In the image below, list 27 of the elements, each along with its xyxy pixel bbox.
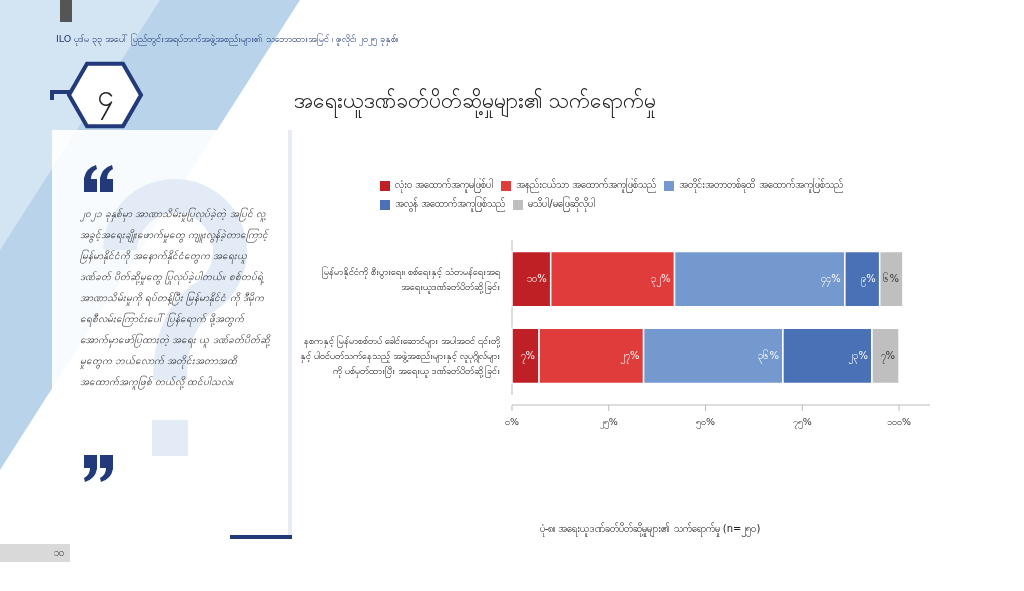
legend-label: မသိပါ/မဖြေဆိုလိုပါ bbox=[527, 197, 595, 212]
data-label: ၉% bbox=[861, 273, 876, 288]
data-label: ၇% bbox=[520, 349, 536, 364]
x-tick-label: ၀% bbox=[504, 416, 520, 427]
text: ၁၀ bbox=[54, 547, 64, 558]
legend-label: လုံး၀ အထောက်အကူမဖြစ်ပါ bbox=[394, 178, 494, 193]
chart-title: အရေးယူဒဏ်ခတ်ပိတ်ဆို့မှုများ၏ သက်ရောက်မှု bbox=[293, 88, 657, 118]
data-label: ၃၆% bbox=[758, 348, 779, 364]
legend-label: အနည်းငယ်သာ အထောက်အကူဖြစ်သည် bbox=[515, 178, 657, 193]
text: ပုံ-၈။ အရေးယူဒဏ်ခတ်ပိတ်ဆို့မှုများ၏ သက်ရောက်မှု (n=၂၅၀) bbox=[539, 522, 761, 537]
x-tick-label: ၅၀% bbox=[696, 416, 716, 429]
data-label: ၂၇% bbox=[620, 349, 640, 364]
legend-label: အတိုင်းအတာတစ်ခုထိ အထောက်အကူဖြစ်သည် bbox=[678, 178, 843, 193]
data-label: ၇% bbox=[880, 349, 896, 364]
text: ILO ပုဒ်မ ၃၃ အပေါ် ပြည်တွင်းအရပ်ဘက်အဖွဲ့အစည်းများ၏ သဘောထားအမြင် ၊ ဇူလိုင်၊ ၂၀၂၅ ခုနှစ်။ bbox=[56, 33, 399, 46]
x-tick-label: ၇၅% bbox=[792, 416, 812, 429]
text: ၄ bbox=[96, 77, 114, 120]
y-tick-label: နစကနှင့် မြန်မာစစ်တပ် ခေါင်းဆောင်များ အပါအဝင် ၎င်းတို့နှင့် ပါဝင်ပတ်သက်နေသည့် အဖွဲ့အစည်းများနှင့် လူပုဂ္ဂိုလ်များကို ပစ်မှတ်ထားပြီး အရေးယူ ဒဏ်ခတ်ပိတ်ဆို့ခြင်း bbox=[298, 334, 500, 379]
data-label: ၆% bbox=[883, 272, 899, 285]
y-tick-label: မြန်မာနိုင်ငံကို စီးပွားရေး၊ စစ်ရေးနှင့် သံတမန်ရေးအရ အရေးယူဒဏ်ခတ်ပိတ်ဆို့ခြင်း bbox=[320, 265, 500, 295]
data-label: ၂၃% bbox=[848, 349, 868, 364]
data-label: ၁၀% bbox=[527, 273, 547, 285]
x-tick-label: ၁၀၀% bbox=[887, 416, 912, 427]
x-tick-label: ၂၅% bbox=[599, 416, 618, 429]
legend-label: အလွန် အထောက်အကူဖြစ်သည် bbox=[394, 197, 506, 212]
data-label: ၃၂% bbox=[651, 273, 671, 288]
data-label: ၄၄% bbox=[821, 273, 841, 288]
